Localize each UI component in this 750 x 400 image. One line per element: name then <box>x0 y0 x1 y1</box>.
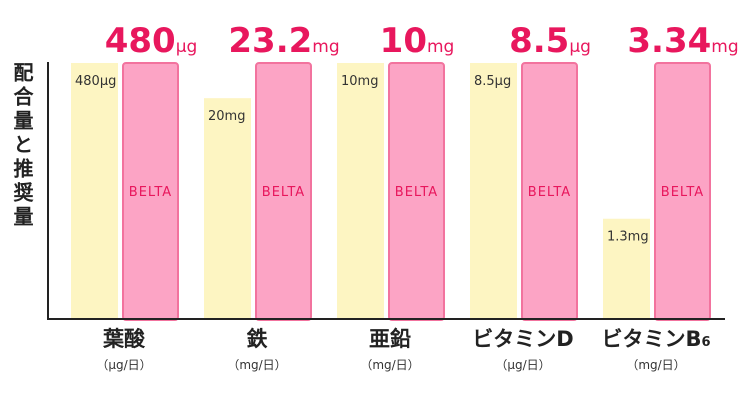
belta-value-label: 23.2mg <box>228 21 339 61</box>
belta-value-label: 480μg <box>105 21 198 61</box>
belta-value-label: 3.34mg <box>627 21 738 61</box>
recommended-value-label: 480μg <box>75 74 116 89</box>
category-name: 亜鉛 <box>369 327 411 351</box>
recommended-bar <box>470 63 517 318</box>
recommended-bar <box>204 98 251 318</box>
category-label: 亜鉛 <box>369 327 411 351</box>
category-name: ビタミンD <box>472 327 573 351</box>
category-label: 鉄 <box>247 327 268 351</box>
recommended-bar <box>71 63 118 318</box>
belta-value-unit: mg <box>312 37 339 57</box>
belta-series-label: BELTA <box>129 185 172 200</box>
recommended-bar <box>603 218 650 318</box>
category-label: ビタミンB6 <box>601 327 710 351</box>
belta-series-label: BELTA <box>528 185 571 200</box>
category-name: ビタミンB <box>601 327 701 351</box>
category-unit-label: （mg/日） <box>360 358 419 372</box>
recommended-value-label: 20mg <box>208 109 245 124</box>
category-label: 葉酸 <box>102 327 146 351</box>
category-subscript: 6 <box>701 335 710 350</box>
belta-series-label: BELTA <box>262 185 305 200</box>
belta-series-label: BELTA <box>395 185 438 200</box>
recommended-value-label: 10mg <box>341 74 378 89</box>
category-unit-label: （mg/日） <box>227 358 286 372</box>
belta-value-unit: μg <box>569 37 591 57</box>
y-axis-label: 配合量と推奨量 <box>10 62 34 230</box>
belta-value-unit: μg <box>176 37 198 57</box>
recommended-value-label: 1.3mg <box>607 230 649 245</box>
belta-series-label: BELTA <box>661 185 704 200</box>
belta-value-number: 23.2 <box>228 21 312 61</box>
belta-value-number: 480 <box>105 21 176 61</box>
belta-value-number: 10 <box>380 21 427 61</box>
recommended-bar <box>337 63 384 318</box>
belta-value-number: 8.5 <box>509 21 569 61</box>
belta-value-label: 10mg <box>380 21 455 61</box>
belta-value-label: 8.5μg <box>509 21 591 61</box>
category-unit-label: （mg/日） <box>626 358 685 372</box>
category-unit-label: （μg/日） <box>96 358 151 372</box>
belta-value-unit: mg <box>711 37 738 57</box>
belta-value-number: 3.34 <box>627 21 711 61</box>
belta-value-unit: mg <box>427 37 454 57</box>
category-unit-label: （μg/日） <box>495 358 550 372</box>
recommended-value-label: 8.5μg <box>474 74 511 89</box>
category-label: ビタミンD <box>472 327 573 351</box>
category-name: 葉酸 <box>102 327 146 351</box>
category-name: 鉄 <box>247 327 268 351</box>
